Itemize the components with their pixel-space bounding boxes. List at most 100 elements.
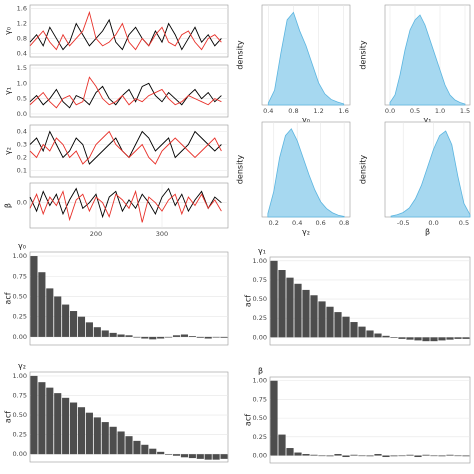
acf-bar (382, 455, 390, 458)
acf-bar (342, 455, 350, 458)
y-axis-label: acf (244, 295, 253, 307)
acf-bar (454, 337, 462, 339)
acf-bar (310, 295, 318, 338)
panel-title: β (258, 367, 263, 376)
acf-bar (294, 283, 302, 338)
y-tick-label: 0.00 (253, 452, 267, 460)
x-tick-label: 300 (156, 230, 168, 238)
y-axis-label: γ₁ (4, 87, 13, 95)
acf-bar (286, 277, 294, 338)
acf-bar (220, 336, 228, 338)
y-axis-label: β (4, 203, 13, 208)
x-tick-label: 0.2 (269, 219, 279, 227)
density-area (390, 130, 471, 218)
y-tick-label: 0.75 (13, 391, 27, 399)
trace-line (29, 76, 222, 109)
y-tick-label: 0.50 (13, 411, 27, 419)
panel (29, 124, 229, 178)
acf-bar (270, 260, 278, 338)
acf-bar (398, 337, 406, 339)
acf-bar (334, 454, 342, 456)
acf-bar (366, 455, 374, 457)
acf-bar (302, 289, 310, 338)
acf-bar (302, 454, 310, 456)
acf-bar (204, 336, 212, 339)
acf-bar (414, 337, 422, 341)
acf-bar (30, 375, 38, 455)
acf-bar (38, 382, 46, 455)
acf-bar (101, 422, 109, 455)
acf-bar (374, 333, 382, 338)
acf-bar (38, 272, 46, 337)
acf-bar (101, 330, 109, 337)
y-tick-label: 1.00 (253, 377, 267, 385)
acf-bar (310, 454, 318, 456)
acf-bar (69, 402, 78, 455)
y-tick-label: 0.75 (253, 276, 267, 284)
y-tick-label: 1.6 (17, 5, 27, 13)
acf-bar (358, 455, 366, 457)
y-tick-label: 0.4 (17, 128, 27, 136)
y-tick-label: 0.25 (253, 314, 267, 322)
acf-bar (141, 444, 149, 455)
trace-line (29, 189, 222, 223)
acf-bar (374, 454, 382, 456)
acf-bar (85, 412, 93, 455)
x-axis-label: γ₀ (302, 116, 310, 125)
acf-bar (334, 312, 342, 338)
x-tick-label: 0.0 (428, 219, 438, 227)
x-axis-label: β (425, 228, 430, 237)
x-tick-label: 0.4 (292, 219, 302, 227)
y-axis-label: density (236, 155, 245, 185)
density-area (267, 11, 345, 106)
acf-bar (133, 336, 141, 338)
acf-bar (188, 454, 196, 459)
acf-bar (165, 336, 173, 338)
acf-bar (270, 380, 278, 456)
acf-bar (77, 407, 86, 455)
acf-bar (149, 336, 157, 340)
y-axis-label: acf (244, 414, 253, 426)
y-tick-label: 0.25 (13, 313, 27, 321)
y-axis-label: density (359, 40, 368, 70)
acf-bar (180, 334, 189, 337)
acf-bar (109, 426, 117, 455)
acf-bar (318, 455, 326, 457)
y-tick-label: 0.1 (17, 167, 27, 175)
trace-line (29, 10, 222, 51)
x-axis-label: γ₁ (424, 116, 432, 125)
acf-bar (133, 440, 141, 455)
y-tick-label: 0.4 (17, 49, 27, 57)
x-tick-label: 0.4 (263, 107, 273, 115)
acf-bar (117, 431, 125, 455)
acf-bar (446, 454, 454, 456)
acf-bar (62, 304, 70, 337)
y-axis-label: density (359, 155, 368, 185)
y-tick-label: 0.50 (13, 292, 27, 300)
acf-bar (188, 336, 196, 337)
acf-bar (125, 436, 133, 455)
panel (29, 64, 229, 118)
x-tick-label: 0.8 (288, 107, 298, 115)
acf-bar (204, 454, 212, 460)
y-tick-label: 1.00 (13, 252, 27, 260)
y-tick-label: 0.3 (17, 141, 27, 149)
y-axis-label: γ₀ (4, 27, 13, 35)
acf-bar (196, 454, 204, 459)
acf-bar (93, 327, 101, 337)
acf-bar (165, 454, 173, 455)
y-tick-label: 0.50 (253, 295, 267, 303)
x-tick-label: 0.8 (339, 219, 349, 227)
trace-line (29, 187, 222, 219)
acf-bar (141, 336, 149, 339)
acf-bar (54, 393, 62, 455)
acf-bar (382, 335, 390, 338)
acf-bar (149, 448, 157, 455)
acf-bar (220, 454, 228, 459)
y-tick-label: 0.5 (17, 95, 27, 103)
acf-bar (438, 455, 446, 457)
panel-title: γ₁ (258, 247, 266, 256)
y-tick-label: 0.0 (17, 199, 27, 207)
y-tick-label: 1.00 (13, 372, 27, 380)
x-tick-label: 1.6 (339, 107, 349, 115)
